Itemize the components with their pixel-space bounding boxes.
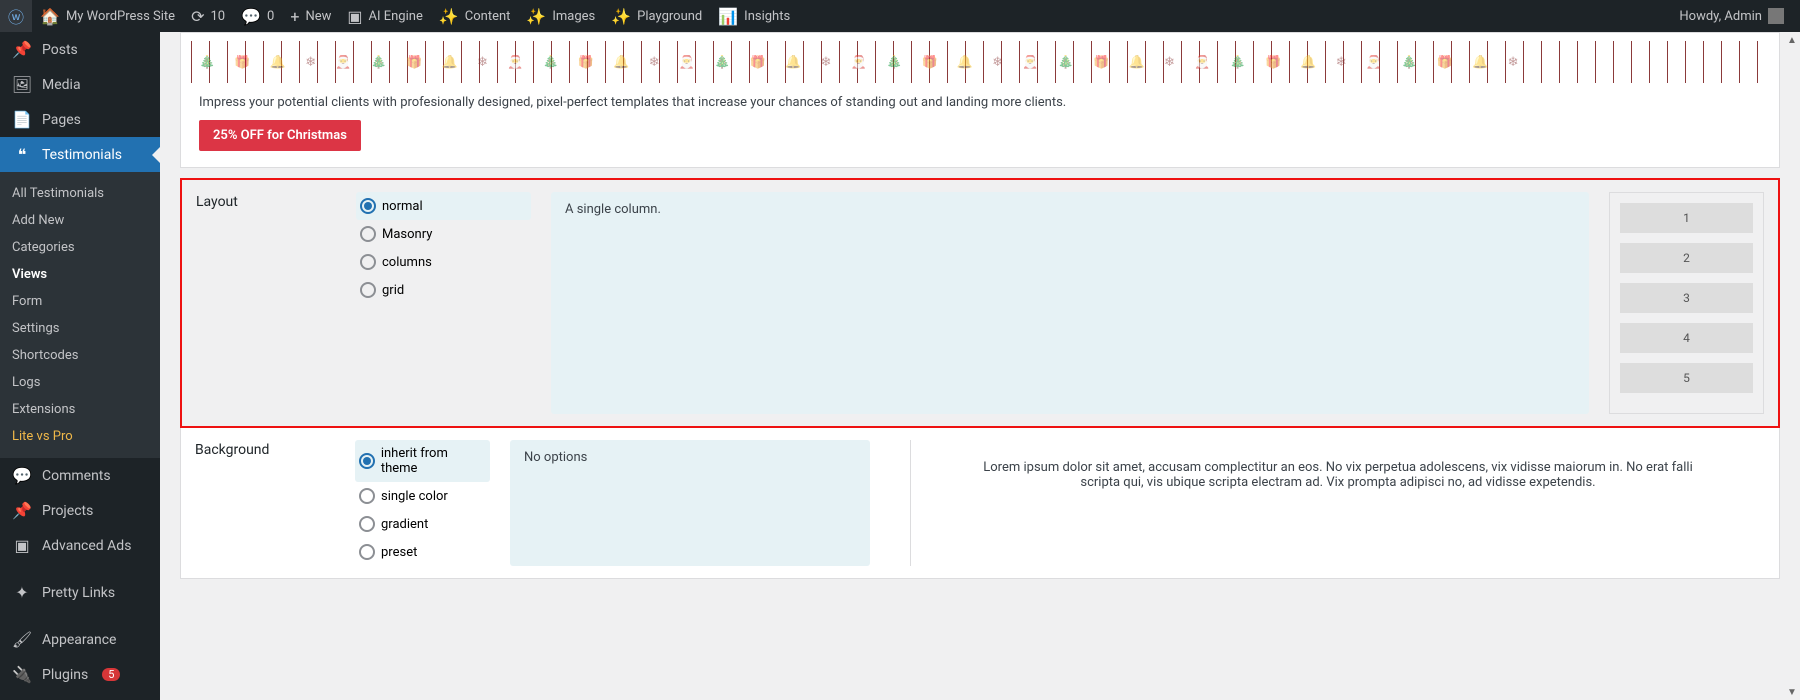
submenu-shortcodes[interactable]: Shortcodes	[0, 342, 160, 369]
layout-option-grid[interactable]: grid	[356, 276, 531, 304]
submenu-addnew[interactable]: Add New	[0, 207, 160, 234]
new-link[interactable]: + New	[282, 0, 339, 32]
ornament-border	[189, 41, 1771, 83]
submenu-views[interactable]: Views	[0, 261, 160, 288]
preview-lorem: Lorem ipsum dolor sit amet, accusam comp…	[910, 440, 1765, 566]
wordpress-icon: ⓦ	[8, 4, 24, 28]
sparkle-icon: ✨	[526, 7, 546, 26]
submenu-litepro[interactable]: Lite vs Pro	[0, 423, 160, 450]
submenu-logs[interactable]: Logs	[0, 369, 160, 396]
radio-icon	[359, 488, 375, 504]
new-label: New	[305, 9, 331, 24]
home-icon: 🏠	[40, 7, 60, 26]
layout-preview: 1 2 3 4 5	[1609, 192, 1764, 414]
radio-icon	[359, 453, 375, 469]
comment-icon: 💬	[12, 466, 32, 485]
sidebar-item-media[interactable]: 🖼Media	[0, 67, 160, 102]
promo-button[interactable]: 25% OFF for Christmas	[199, 120, 361, 151]
bg-option-gradient[interactable]: gradient	[355, 510, 490, 538]
sidebar-item-projects[interactable]: 📌Projects	[0, 493, 160, 528]
background-options: inherit from theme single color gradient…	[355, 440, 490, 566]
howdy-text: Howdy, Admin	[1679, 9, 1762, 24]
pin-icon: 📌	[12, 501, 32, 520]
submenu-form[interactable]: Form	[0, 288, 160, 315]
ai-icon: ▣	[347, 7, 362, 26]
sparkle-icon: ✨	[611, 7, 631, 26]
comment-icon: 💬	[241, 7, 261, 26]
sidebar-item-pages[interactable]: 📄Pages	[0, 102, 160, 137]
sparkle-icon: ✨	[439, 7, 459, 26]
radio-icon	[360, 254, 376, 270]
ai-engine-link[interactable]: ▣AI Engine	[339, 0, 430, 32]
layout-label: Layout	[196, 192, 336, 414]
submenu-settings[interactable]: Settings	[0, 315, 160, 342]
site-name-link[interactable]: 🏠 My WordPress Site	[32, 0, 183, 32]
testimonials-submenu: All Testimonials Add New Categories View…	[0, 172, 160, 458]
layout-option-normal[interactable]: normal	[356, 192, 531, 220]
testimonial-icon: ❝	[12, 145, 32, 164]
preview-block: 5	[1620, 363, 1753, 393]
preview-block: 4	[1620, 323, 1753, 353]
comments-link[interactable]: 💬0	[233, 0, 282, 32]
sidebar-item-comments[interactable]: 💬Comments	[0, 458, 160, 493]
radio-icon	[359, 544, 375, 560]
insights-link[interactable]: 📊Insights	[710, 0, 798, 32]
plug-icon: 🔌	[12, 665, 32, 684]
plugins-badge: 5	[102, 668, 120, 681]
updates-count: 10	[211, 9, 226, 24]
layout-section: Layout normal Masonry columns grid A sin…	[180, 178, 1780, 428]
sidebar-item-plugins[interactable]: 🔌Plugins5	[0, 657, 160, 692]
background-section: Background inherit from theme single col…	[180, 428, 1780, 579]
refresh-icon: ⟳	[191, 7, 204, 26]
bg-option-preset[interactable]: preset	[355, 538, 490, 566]
sidebar-item-advads[interactable]: ▣Advanced Ads	[0, 528, 160, 563]
submenu-extensions[interactable]: Extensions	[0, 396, 160, 423]
preview-block: 1	[1620, 203, 1753, 233]
sidebar-item-prettylinks[interactable]: ✦Pretty Links	[0, 575, 160, 610]
site-name: My WordPress Site	[66, 9, 175, 24]
ads-icon: ▣	[12, 536, 32, 555]
radio-icon	[359, 516, 375, 532]
updates-link[interactable]: ⟳ 10	[183, 0, 233, 32]
wp-logo[interactable]: ⓦ	[0, 0, 32, 32]
radio-icon	[360, 198, 376, 214]
background-description: No options	[510, 440, 870, 566]
layout-option-columns[interactable]: columns	[356, 248, 531, 276]
promo-text: Impress your potential clients with prof…	[181, 91, 1779, 120]
bg-option-single[interactable]: single color	[355, 482, 490, 510]
main-content: Impress your potential clients with prof…	[160, 32, 1800, 700]
radio-icon	[360, 282, 376, 298]
bg-option-inherit[interactable]: inherit from theme	[355, 440, 490, 482]
images-link[interactable]: ✨Images	[518, 0, 603, 32]
chart-icon: 📊	[718, 7, 738, 26]
promo-panel: Impress your potential clients with prof…	[180, 32, 1780, 168]
sidebar-item-appearance[interactable]: 🖌Appearance	[0, 622, 160, 657]
sidebar-item-testimonials[interactable]: ❝Testimonials	[0, 137, 160, 172]
star-icon: ✦	[12, 583, 32, 602]
content-link[interactable]: ✨Content	[431, 0, 519, 32]
preview-block: 2	[1620, 243, 1753, 273]
submenu-all[interactable]: All Testimonials	[0, 180, 160, 207]
plus-icon: +	[290, 7, 299, 26]
preview-block: 3	[1620, 283, 1753, 313]
background-label: Background	[195, 440, 335, 566]
comments-count: 0	[267, 9, 274, 24]
admin-bar: ⓦ 🏠My WordPress Site ⟳10 💬0 +New ▣AI Eng…	[0, 0, 1800, 32]
avatar-icon	[1768, 8, 1784, 24]
admin-sidebar: 📌Posts 🖼Media 📄Pages ❝Testimonials All T…	[0, 32, 160, 700]
page-icon: 📄	[12, 110, 32, 129]
pin-icon: 📌	[12, 40, 32, 59]
submenu-categories[interactable]: Categories	[0, 234, 160, 261]
media-icon: 🖼	[12, 75, 32, 94]
layout-option-masonry[interactable]: Masonry	[356, 220, 531, 248]
layout-options: normal Masonry columns grid	[356, 192, 531, 414]
layout-description: A single column.	[551, 192, 1589, 414]
radio-icon	[360, 226, 376, 242]
sidebar-item-posts[interactable]: 📌Posts	[0, 32, 160, 67]
howdy-link[interactable]: Howdy, Admin	[1671, 0, 1792, 32]
playground-link[interactable]: ✨Playground	[603, 0, 710, 32]
brush-icon: 🖌	[12, 630, 32, 649]
